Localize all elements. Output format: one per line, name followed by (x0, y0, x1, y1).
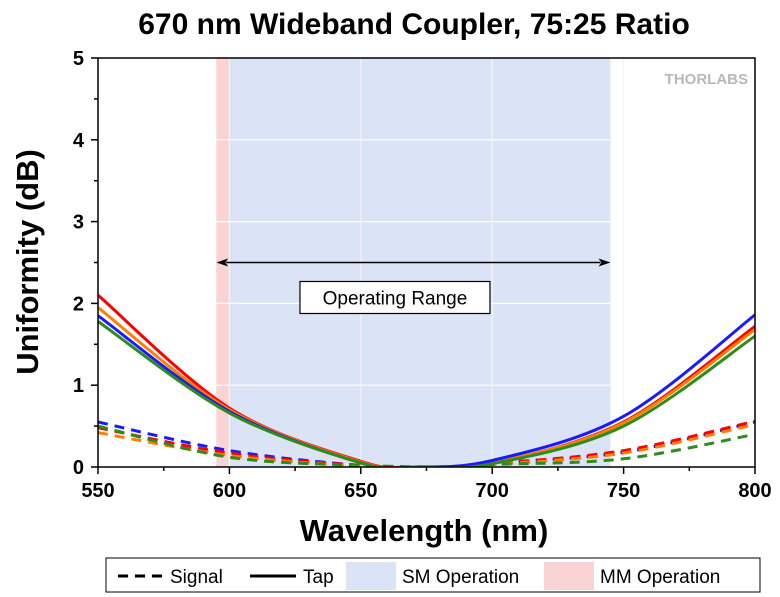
arrow-right-icon (598, 258, 611, 267)
y-tick-label: 5 (73, 48, 84, 70)
y-tick-label: 4 (73, 130, 85, 152)
signal-series-line (98, 419, 755, 467)
chart-title: 670 nm Wideband Coupler, 75:25 Ratio (138, 8, 690, 41)
x-tick-label: 700 (476, 480, 509, 502)
operating-range-annotation: Operating Range (216, 258, 611, 315)
y-tick-label: 1 (73, 375, 84, 397)
legend-sm-label: SM Operation (402, 567, 519, 588)
tap-series-line (98, 320, 755, 467)
signal-series-line (98, 423, 755, 467)
x-tick-label: 750 (607, 480, 640, 502)
arrow-left-icon (216, 258, 229, 267)
legend-sm-swatch (346, 562, 396, 590)
operating-range-label-box (299, 280, 491, 315)
legend-mm-swatch (544, 562, 594, 590)
series-group (98, 294, 755, 467)
x-tick-label: 650 (344, 480, 377, 502)
x-tick-label: 800 (738, 480, 771, 502)
x-tick-label: 550 (81, 480, 114, 502)
x-tick-label: 600 (213, 480, 246, 502)
x-axis-title: Wavelength (nm) (300, 513, 549, 548)
thorlabs-logo: THORLABS (665, 71, 748, 88)
y-tick-label: 0 (73, 457, 84, 479)
signal-series-line (98, 424, 755, 467)
operating-range-label: Operating Range (323, 288, 468, 309)
legend-tap-label: Tap (303, 567, 334, 588)
tap-series-line (98, 306, 755, 467)
y-tick-label: 3 (73, 212, 84, 234)
legend-signal-label: Signal (170, 567, 223, 588)
legend-mm-label: MM Operation (600, 567, 720, 588)
plot-area: 550 600 650 700 750 800 0 1 2 3 4 5 (73, 48, 772, 502)
y-tick-label: 2 (73, 293, 84, 315)
legend: Signal Tap SM Operation MM Operation (105, 557, 761, 593)
y-axis-title: Uniformity (dB) (10, 149, 45, 375)
legend-frame (105, 557, 761, 593)
